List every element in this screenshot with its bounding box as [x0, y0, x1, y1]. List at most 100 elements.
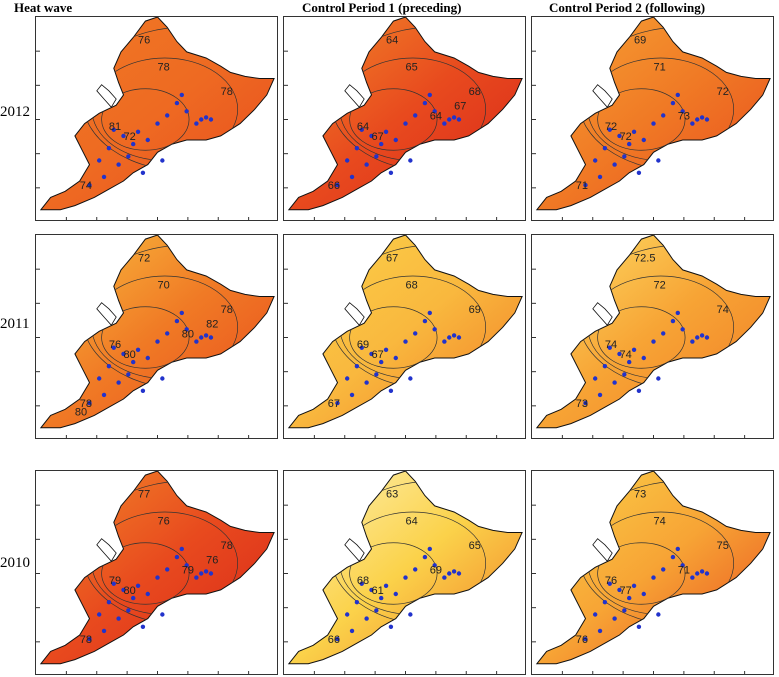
station-point — [607, 345, 612, 350]
contour-label: 65 — [406, 61, 418, 73]
region-fill — [535, 17, 771, 211]
station-point — [155, 575, 160, 580]
contour-label: 73 — [678, 111, 690, 123]
station-point — [111, 581, 116, 586]
station-point — [403, 575, 408, 580]
bay-outline — [592, 302, 613, 326]
contour-line — [101, 542, 190, 605]
station-point — [344, 612, 350, 617]
contour-label: 61 — [371, 585, 383, 597]
station-point — [349, 392, 355, 398]
contour-label: 77 — [138, 489, 150, 501]
station-point — [641, 591, 646, 597]
station-point — [208, 335, 214, 340]
station-point — [111, 127, 116, 132]
station-point — [160, 612, 165, 617]
contour-label: 72 — [123, 131, 135, 143]
station-point — [199, 335, 204, 340]
station-point — [413, 331, 418, 336]
station-point — [364, 616, 369, 621]
station-point — [199, 571, 204, 576]
station-point — [631, 583, 637, 588]
station-point — [442, 121, 447, 126]
station-point — [704, 117, 710, 122]
station-point — [422, 100, 428, 106]
station-point — [344, 376, 350, 381]
station-point — [583, 400, 588, 406]
station-point — [335, 636, 340, 642]
station-point — [592, 612, 598, 617]
contour-label: 67 — [371, 131, 383, 143]
station-point — [369, 351, 374, 357]
station-point — [451, 333, 457, 338]
station-point — [699, 569, 705, 574]
contour-line — [349, 542, 438, 605]
station-point — [121, 351, 126, 357]
station-point — [704, 335, 710, 340]
station-point — [622, 372, 627, 377]
contour-label: 71 — [678, 565, 690, 577]
contour-label: 64 — [406, 515, 418, 527]
station-point — [617, 133, 622, 139]
contour-label: 74 — [717, 304, 729, 316]
station-point — [413, 567, 418, 572]
contour-label: 74 — [605, 339, 617, 351]
station-point — [651, 339, 656, 344]
contour-label: 81 — [109, 121, 121, 133]
station-point — [87, 636, 92, 642]
station-point — [670, 554, 676, 560]
station-point — [597, 628, 603, 634]
station-point — [369, 587, 374, 593]
station-point — [135, 347, 141, 352]
station-point — [179, 546, 184, 552]
station-point — [627, 359, 632, 365]
contour-label: 73 — [576, 398, 588, 410]
map-panel-2011-heat-wave: 72 70 78 80 78 76 80 82 80 — [35, 234, 278, 439]
region-fill — [287, 471, 523, 665]
contour-label: 74 — [80, 180, 92, 192]
station-point — [447, 117, 452, 122]
station-point — [179, 310, 184, 316]
station-point — [165, 331, 170, 336]
station-point — [106, 146, 112, 151]
contour-label: 71 — [576, 180, 588, 192]
contour-label: 76 — [206, 554, 218, 566]
station-point — [622, 154, 627, 159]
station-point — [116, 380, 121, 385]
station-point — [106, 600, 112, 605]
station-point — [374, 154, 379, 159]
map-panel-2012-control-2: 69 71 72 72 71 72 73 — [531, 16, 774, 221]
station-point — [106, 364, 112, 369]
contour-label: 69 — [430, 565, 442, 577]
bay-outline — [96, 538, 117, 562]
station-point — [612, 162, 617, 167]
station-point — [344, 158, 350, 163]
contour-label: 68 — [357, 575, 369, 587]
bay-outline — [344, 302, 365, 326]
station-point — [408, 158, 413, 163]
station-point — [354, 364, 360, 369]
station-point — [101, 174, 107, 180]
station-point — [602, 364, 608, 369]
station-point — [422, 554, 428, 560]
station-point — [379, 359, 384, 365]
station-point — [432, 327, 437, 332]
contour-label: 74 — [619, 349, 631, 361]
map-panel-2010-control-1: 63 64 65 61 66 68 69 — [283, 470, 526, 675]
contour-label: 72 — [605, 121, 617, 133]
station-point — [383, 347, 389, 352]
station-point — [160, 158, 165, 163]
station-point — [422, 318, 428, 324]
bay-outline — [96, 302, 117, 326]
contour-label: 72 — [717, 86, 729, 98]
row-label-2010: 2010 — [0, 555, 30, 571]
station-point — [447, 335, 452, 340]
station-point — [96, 158, 102, 163]
station-point — [203, 333, 209, 338]
bay-outline — [344, 538, 365, 562]
station-point — [427, 546, 432, 552]
station-point — [680, 563, 685, 568]
station-point — [140, 624, 146, 629]
